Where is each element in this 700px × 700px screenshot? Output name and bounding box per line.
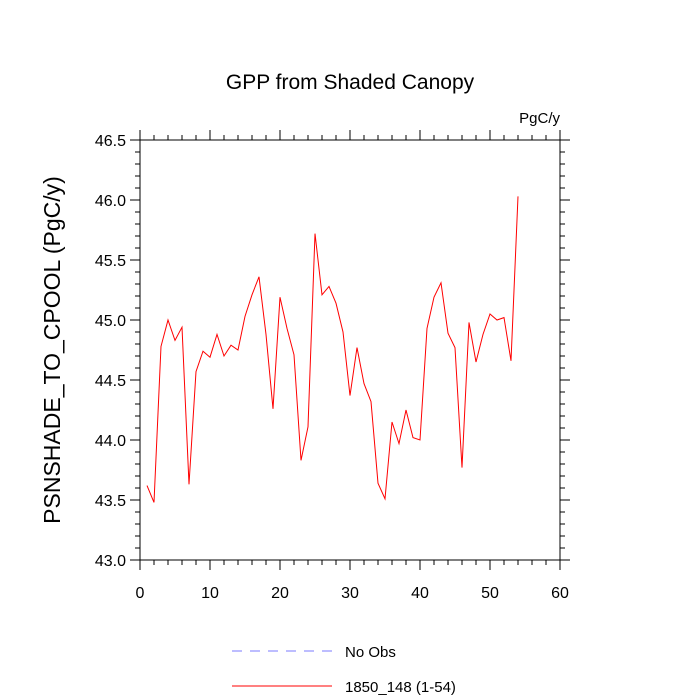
axis-tick-labels: 0 10 20 30 40 50 60 43.0 43.5 44.0 44.5 45.0 45.5 46.… (95, 133, 569, 602)
x-tick-label: 20 (271, 585, 289, 602)
x-tick-label: 50 (481, 585, 499, 602)
y-axis-label: PSNSHADE_TO_CPOOL (PgC/y) (39, 176, 65, 524)
units-label: PgC/y (519, 110, 560, 127)
y-tick-label: 43.5 (95, 493, 126, 510)
y-tick-label: 46.5 (95, 133, 126, 150)
legend-label-0: No Obs (345, 644, 396, 661)
y-tick-label: 46.0 (95, 193, 126, 210)
x-tick-label: 10 (201, 585, 219, 602)
x-tick-label: 60 (551, 585, 569, 602)
legend-label-1: 1850_148 (1-54) (345, 679, 456, 696)
axis-ticks (130, 130, 570, 570)
y-tick-label: 45.5 (95, 253, 126, 270)
y-tick-label: 45.0 (95, 313, 126, 330)
chart-title: GPP from Shaded Canopy (226, 71, 475, 94)
x-tick-label: 30 (341, 585, 359, 602)
legend: No Obs 1850_148 (1-54) (232, 644, 456, 696)
y-tick-label: 43.0 (95, 553, 126, 570)
plot-frame (139, 139, 561, 561)
series-lines (146, 196, 519, 503)
x-tick-label: 40 (411, 585, 429, 602)
y-tick-label: 44.5 (95, 373, 126, 390)
y-tick-label: 44.0 (95, 433, 126, 450)
series-line-1 (146, 196, 519, 503)
x-tick-label: 0 (136, 585, 145, 602)
